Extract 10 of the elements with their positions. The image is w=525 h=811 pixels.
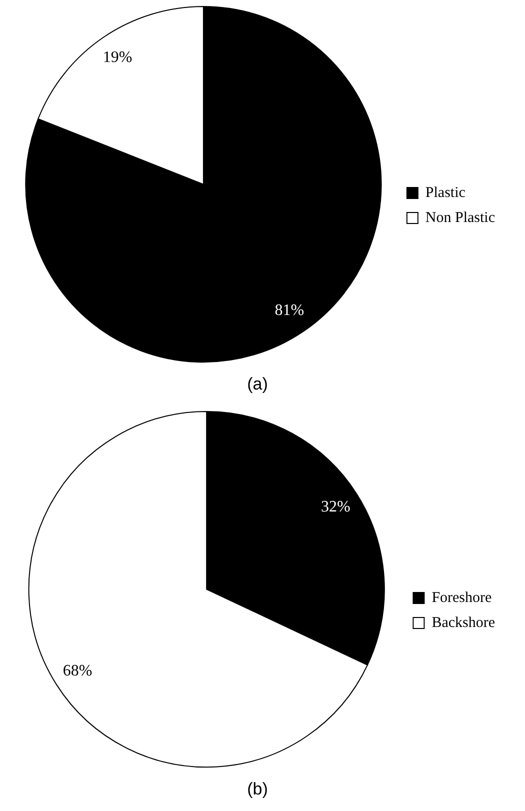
legend-label: Backshore [432,614,496,631]
legend-label: Foreshore [432,590,492,606]
text: (a) [247,374,268,394]
text: (b) [247,779,268,798]
data-label: 81% [274,302,304,319]
data-label: 19% [102,49,132,66]
data-label: 32% [321,498,350,516]
data-label: 68% [62,662,92,680]
legend-label: Plastic [425,184,466,201]
legend-label: Non Plastic [425,210,496,226]
